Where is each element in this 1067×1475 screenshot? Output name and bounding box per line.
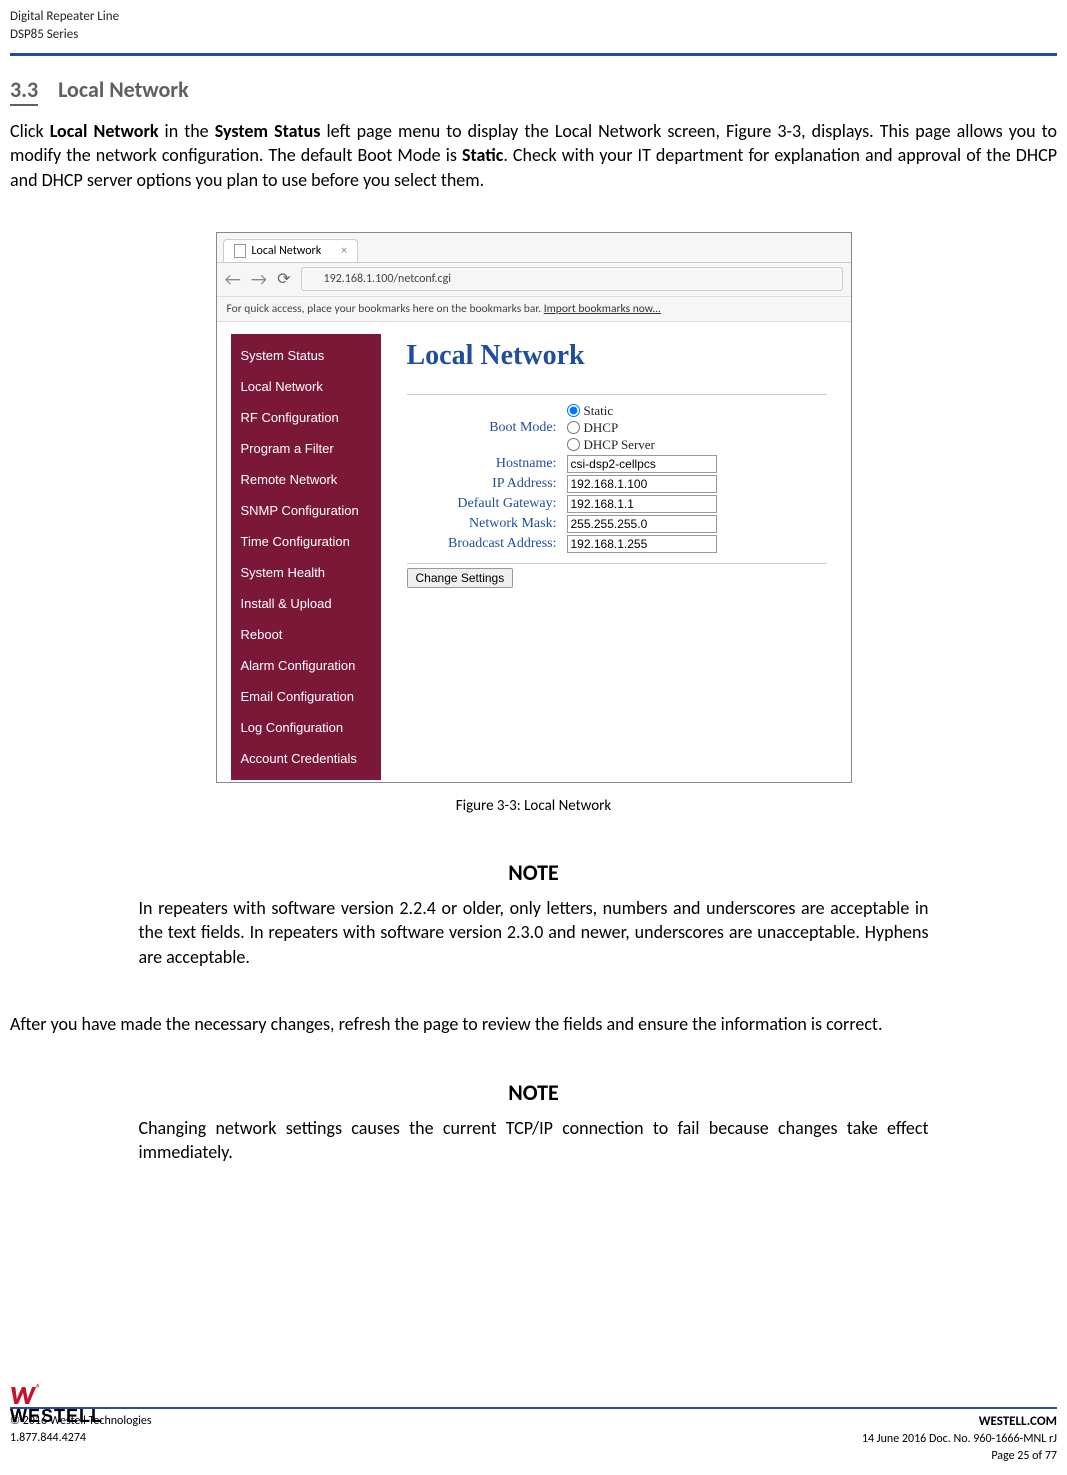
sidebar-item-alarm-configuration[interactable]: Alarm Configuration	[231, 650, 381, 681]
address-page-icon	[308, 273, 318, 285]
bookmark-bar-text: For quick access, place your bookmarks h…	[227, 302, 544, 316]
intro-paragraph: Click Local Network in the System Status…	[10, 119, 1057, 192]
page-icon	[234, 244, 246, 258]
browser-tab[interactable]: Local Network ×	[223, 239, 359, 262]
browser-tab-label: Local Network	[252, 244, 322, 258]
gateway-label: Default Gateway:	[407, 496, 567, 512]
mask-input[interactable]	[567, 515, 717, 533]
radio-dhcp-server[interactable]: DHCP Server	[567, 437, 655, 453]
radio-static-label: Static	[584, 403, 614, 419]
intro-bold-system-status: System Status	[215, 120, 321, 142]
gateway-input[interactable]	[567, 495, 717, 513]
after-note-paragraph: After you have made the necessary change…	[10, 1013, 1057, 1035]
footer-brand-site: WESTELL.COM	[862, 1413, 1057, 1431]
footer-page: Page 25 of 77	[862, 1448, 1057, 1465]
doc-header-line1: Digital Repeater Line	[10, 8, 1057, 26]
intro-bold-static: Static	[462, 144, 503, 166]
address-bar[interactable]: 192.168.1.100/netconf.cgi	[301, 267, 843, 291]
radio-dhcp-input[interactable]	[567, 421, 580, 434]
sidebar-item-log-configuration[interactable]: Log Configuration	[231, 712, 381, 743]
sidebar-item-install-upload[interactable]: Install & Upload	[231, 588, 381, 619]
footer-rule	[10, 1407, 1057, 1409]
reload-icon[interactable]: ⟳	[277, 269, 290, 289]
intro-bold-local-network: Local Network	[50, 120, 159, 142]
section-heading: 3.3 Local Network	[10, 76, 1057, 103]
bookmark-bar: For quick access, place your bookmarks h…	[217, 297, 851, 322]
sidebar-item-account-credentials[interactable]: Account Credentials	[231, 743, 381, 774]
sidebar-item-system-health[interactable]: System Health	[231, 557, 381, 588]
section-title-text: Local Network	[58, 76, 189, 103]
sidebar-item-system-status[interactable]: System Status	[231, 340, 381, 371]
hostname-input[interactable]	[567, 455, 717, 473]
intro-text-c: in the	[159, 120, 215, 142]
radio-dhcp-server-label: DHCP Server	[584, 437, 655, 453]
sidebar-item-reboot[interactable]: Reboot	[231, 619, 381, 650]
boot-mode-label: Boot Mode:	[407, 420, 567, 436]
sidebar-item-time-configuration[interactable]: Time Configuration	[231, 526, 381, 557]
browser-toolbar: ← → ⟳ 192.168.1.100/netconf.cgi	[217, 263, 851, 297]
sidebar-nav: System Status Local Network RF Configura…	[231, 334, 381, 780]
section-number: 3.3	[10, 76, 38, 106]
radio-dhcp-server-input[interactable]	[567, 438, 580, 451]
close-tab-icon[interactable]: ×	[341, 244, 347, 258]
sidebar-item-program-a-filter[interactable]: Program a Filter	[231, 433, 381, 464]
browser-window: Local Network × ← → ⟳ 192.168.1.100/netc…	[216, 232, 852, 783]
broadcast-input[interactable]	[567, 535, 717, 553]
radio-dhcp-label: DHCP	[584, 420, 619, 436]
header-rule	[10, 53, 1057, 56]
footer-copyright: © 2016 Westell Technologies	[10, 1413, 152, 1430]
address-url: 192.168.1.100/netconf.cgi	[324, 272, 452, 286]
back-icon[interactable]: ←	[225, 268, 241, 290]
intro-text-a: Click	[10, 120, 50, 142]
radio-dhcp[interactable]: DHCP	[567, 420, 655, 436]
radio-static[interactable]: Static	[567, 403, 655, 419]
footer-docno: 14 June 2016 Doc. No. 960-1666-MNL rJ	[862, 1431, 1057, 1448]
panel-title: Local Network	[407, 340, 851, 372]
browser-tab-row: Local Network ×	[217, 233, 851, 263]
broadcast-label: Broadcast Address:	[407, 536, 567, 552]
sidebar-item-email-configuration[interactable]: Email Configuration	[231, 681, 381, 712]
mask-label: Network Mask:	[407, 516, 567, 532]
import-bookmarks-link[interactable]: Import bookmarks now...	[544, 302, 661, 316]
sidebar-item-remote-network[interactable]: Remote Network	[231, 464, 381, 495]
figure-caption: Figure 3-3: Local Network	[10, 797, 1057, 815]
hostname-label: Hostname:	[407, 456, 567, 472]
note1-heading: NOTE	[139, 859, 929, 886]
sidebar-item-rf-configuration[interactable]: RF Configuration	[231, 402, 381, 433]
sidebar-item-snmp-configuration[interactable]: SNMP Configuration	[231, 495, 381, 526]
note1-body: In repeaters with software version 2.2.4…	[139, 896, 929, 969]
note2-heading: NOTE	[139, 1079, 929, 1106]
westell-logo-mark: w®	[10, 1382, 103, 1406]
forward-icon[interactable]: →	[251, 268, 267, 290]
note2-body: Changing network settings causes the cur…	[139, 1116, 929, 1165]
footer-phone: 1.877.844.4274	[10, 1430, 152, 1447]
sidebar-item-local-network[interactable]: Local Network	[231, 371, 381, 402]
doc-header-line2: DSP85 Series	[10, 26, 1057, 44]
change-settings-button[interactable]: Change Settings	[407, 568, 514, 588]
ip-address-label: IP Address:	[407, 476, 567, 492]
settings-form: Boot Mode: Static DHCP DHCP Server Hostn…	[407, 394, 827, 564]
ip-address-input[interactable]	[567, 475, 717, 493]
radio-static-input[interactable]	[567, 404, 580, 417]
